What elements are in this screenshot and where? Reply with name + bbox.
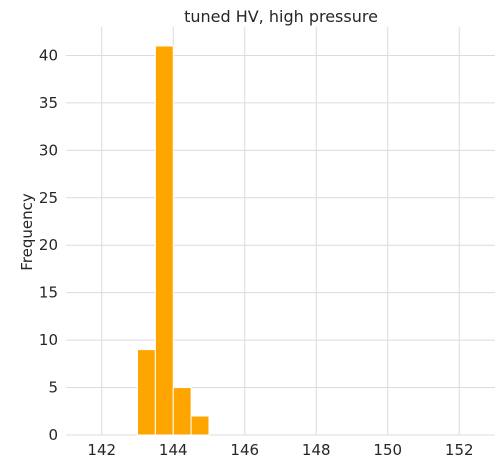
y-grid [66,54,495,436]
histogram-bar [190,415,210,436]
histogram-bar [172,387,192,436]
chart-title: tuned HV, high pressure [184,7,378,26]
y-tick-label: 5 [48,379,58,397]
y-tick-labels: 0 5 10 15 20 25 30 35 40 [39,46,58,444]
histogram-bar [154,45,174,436]
y-tick-label: 30 [39,141,58,159]
x-tick-label: 148 [302,441,331,459]
y-axis-label: Frequency [18,193,36,271]
x-tick-label: 150 [373,441,402,459]
x-tick-label: 152 [445,441,474,459]
histogram-bar [137,349,156,436]
x-tick-label: 142 [87,441,116,459]
y-tick-label: 15 [39,284,58,302]
y-tick-label: 40 [39,46,58,64]
y-tick-label: 10 [39,331,58,349]
bars [137,45,210,436]
y-tick-label: 0 [48,426,58,444]
x-tick-label: 144 [159,441,188,459]
x-tick-labels: 142 144 146 148 150 152 [87,441,473,459]
x-tick-label: 146 [230,441,259,459]
y-tick-label: 20 [39,236,58,254]
y-tick-label: 35 [39,94,58,112]
y-tick-label: 25 [39,189,58,207]
